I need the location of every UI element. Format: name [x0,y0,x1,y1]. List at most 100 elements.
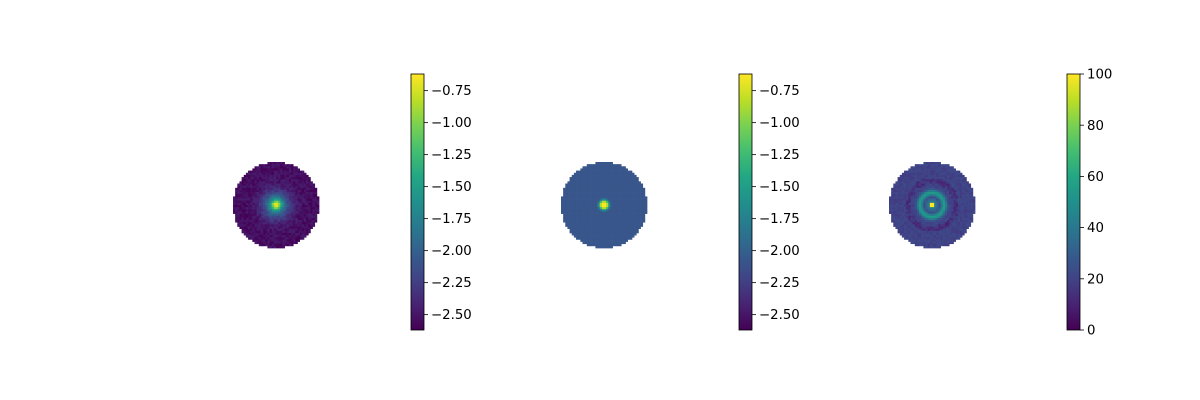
heatmap-cell [912,217,916,221]
heatmap-cell [593,198,596,202]
heatmap-cell [308,209,311,212]
heatmap-cell [258,209,262,212]
heatmap-cell [908,172,911,176]
heatmap-cell [291,187,294,191]
heatmap-cell [904,213,907,217]
heatmap-cell [623,174,626,178]
heatmap-cell [608,228,611,232]
heatmap-cell [597,213,601,217]
heatmap-cell [934,194,937,197]
heatmap-cell [631,185,635,189]
heatmap-cell [299,170,303,174]
heatmap-cell [601,213,605,217]
heatmap-cell [940,168,944,171]
heatmap-cell [288,185,292,189]
heatmap-cell [604,179,607,182]
heatmap-cell [634,198,637,202]
heatmap-cell [972,209,976,212]
heatmap-cell [625,194,628,197]
heatmap-cell [593,187,596,191]
heatmap-cell [938,215,941,219]
heatmap-cell [940,164,944,167]
heatmap-cell [595,185,598,189]
heatmap-cell [301,213,305,217]
heatmap-cell [597,183,601,186]
heatmap-cell [291,196,294,199]
heatmap-cell [966,198,969,202]
heatmap-cell [955,174,959,178]
heatmap-cell [578,217,581,221]
heatmap-cell [284,192,288,195]
heatmap-cell [295,202,298,206]
heatmap-cell [278,217,281,221]
heatmap-cell [955,196,959,199]
heatmap-cell [951,241,954,245]
heatmap-cell [906,205,909,208]
heatmap-cell [250,183,253,186]
heatmap-cell [912,183,916,186]
heatmap-cell [588,177,592,180]
heatmap-cell [606,181,609,184]
heatmap-cell [243,192,247,195]
heatmap-cell [293,202,296,206]
heatmap-cell [604,168,607,171]
heatmap-cell [286,213,290,217]
heatmap-cell [588,196,592,199]
heatmap-cell [634,226,637,229]
heatmap-cell [595,177,598,180]
heatmap-cell [638,192,641,195]
heatmap-cell [586,235,590,238]
heatmap-cell [286,217,290,221]
heatmap-cell [912,220,916,223]
heatmap-cell [610,192,613,195]
heatmap-cell [584,228,588,232]
heatmap-cell [627,232,631,236]
heatmap-cell [893,185,896,189]
heatmap-cell [582,235,585,238]
colorbar-tick-label: −2.00 [431,244,472,259]
heatmap-cell [919,209,922,212]
heatmap-cell [925,222,929,225]
heatmap-cell [569,215,573,219]
heatmap-cell [254,183,257,186]
heatmap-cell [968,183,972,186]
heatmap-cell [612,213,616,217]
heatmap-cell [619,196,622,199]
heatmap-cell [578,237,581,240]
heatmap-cell [625,189,628,193]
heatmap-cell [308,220,311,223]
heatmap-cell [584,198,588,202]
heatmap-cell [314,205,318,208]
heatmap-cell [299,172,303,176]
heatmap-cell [258,164,262,167]
heatmap-cell [239,217,242,221]
heatmap-cell [595,174,598,178]
heatmap-cell [949,202,952,206]
heatmap-cell [297,170,300,174]
heatmap-cell [923,164,926,167]
heatmap-cell [899,189,903,193]
heatmap-cell [910,211,913,214]
heatmap-cell [582,213,585,217]
heatmap-cell [940,205,944,208]
heatmap-cell [237,192,240,195]
heatmap-cell [586,205,590,208]
heatmap-cell [906,232,909,236]
heatmap-cell [904,230,907,234]
heatmap-cell [949,224,952,227]
heatmap-cell [267,170,270,174]
heatmap-cell [959,222,963,225]
heatmap-cell [925,179,929,182]
heatmap-cell [619,241,622,245]
heatmap-cell [271,220,275,223]
heatmap-cell [953,224,956,227]
heatmap-cell [273,230,277,234]
heatmap-cell [295,224,298,227]
heatmap-cell [595,213,598,217]
heatmap-cell [947,217,950,221]
heatmap-cell [944,170,948,174]
heatmap-cell [588,207,592,210]
heatmap-cell [252,194,255,197]
heatmap-cell [245,177,249,180]
heatmap-cell [923,172,926,176]
